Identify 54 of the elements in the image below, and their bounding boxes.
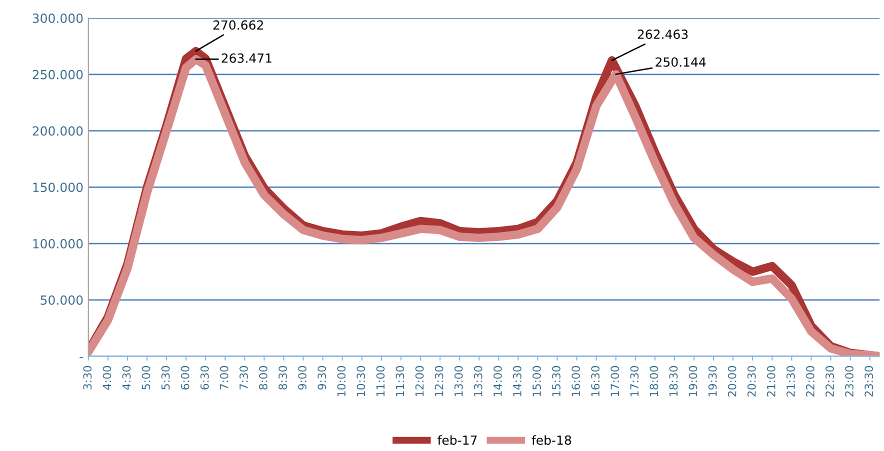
x-tick-label: 6:30 <box>200 366 209 390</box>
x-tick-label: 5:00 <box>142 366 150 390</box>
x-tick-label: 21:00 <box>766 366 776 397</box>
y-tick-label: 200.000 <box>32 126 83 136</box>
x-tick-label: 3:30 <box>83 366 92 390</box>
x-tick-label: 16:00 <box>572 366 580 396</box>
legend-label: feb-18 <box>532 435 572 445</box>
x-tick-label: 23:30 <box>864 366 874 397</box>
x-tick-label: 15:00 <box>532 366 541 396</box>
annotation: 262.463 <box>638 30 688 39</box>
y-tick-label: 250.000 <box>32 70 83 80</box>
x-tick-label: 14:00 <box>493 366 502 396</box>
x-tick-label: 17:00 <box>610 366 620 396</box>
annotation: 263.471 <box>222 53 272 63</box>
y-tick-label: 150.000 <box>33 182 83 192</box>
x-tick-label: 20:30 <box>747 366 756 397</box>
x-tick-label: 18:30 <box>669 366 678 396</box>
x-tick-label: 4:30 <box>122 366 131 390</box>
x-tick-label: 16:30 <box>591 366 600 396</box>
x-tick-label: 19:00 <box>688 366 698 396</box>
x-tick-label: 8:00 <box>259 366 268 390</box>
y-tick-label: 300.000 <box>32 14 83 23</box>
annotation: 250.144 <box>656 57 706 67</box>
x-tick-label: 10:00 <box>337 366 346 396</box>
x-tick-label: 22:00 <box>806 366 814 397</box>
x-tick-label: 12:00 <box>415 366 424 396</box>
x-tick-label: 6:00 <box>180 366 190 390</box>
x-tick-label: 15:30 <box>552 366 560 396</box>
x-tick-label: 7:00 <box>220 366 228 390</box>
x-tick-label: 21:30 <box>786 366 795 397</box>
legend-label: feb-17 <box>438 435 477 445</box>
annotation: 270.662 <box>213 20 263 30</box>
x-tick-label: 14:30 <box>512 366 522 396</box>
x-tick-label: 8:30 <box>278 366 287 390</box>
x-tick-label: 11:00 <box>376 366 385 396</box>
x-tick-label: 11:30 <box>396 366 404 396</box>
x-tick-label: 17:30 <box>630 366 639 396</box>
y-tick-label: 50.000 <box>40 295 83 305</box>
x-tick-label: 20:00 <box>728 366 736 397</box>
x-tick-label: 13:30 <box>474 366 482 396</box>
y-tick-label: 100.000 <box>33 239 83 248</box>
x-tick-label: 23:00 <box>845 366 854 397</box>
x-tick-label: 5:30 <box>161 366 170 390</box>
x-tick-label: 22:30 <box>826 366 834 397</box>
x-tick-label: 18:00 <box>650 366 658 396</box>
x-tick-label: 7:30 <box>240 366 248 390</box>
x-tick-label: 10:30 <box>356 366 366 396</box>
x-tick-label: 19:30 <box>708 366 717 396</box>
x-tick-label: 9:30 <box>318 366 326 390</box>
x-tick-label: 13:00 <box>454 366 463 396</box>
x-tick-label: 4:00 <box>102 366 112 390</box>
x-tick-label: 12:30 <box>434 366 444 396</box>
x-tick-label: 9:00 <box>298 366 307 390</box>
y-tick-label: - <box>80 357 83 358</box>
